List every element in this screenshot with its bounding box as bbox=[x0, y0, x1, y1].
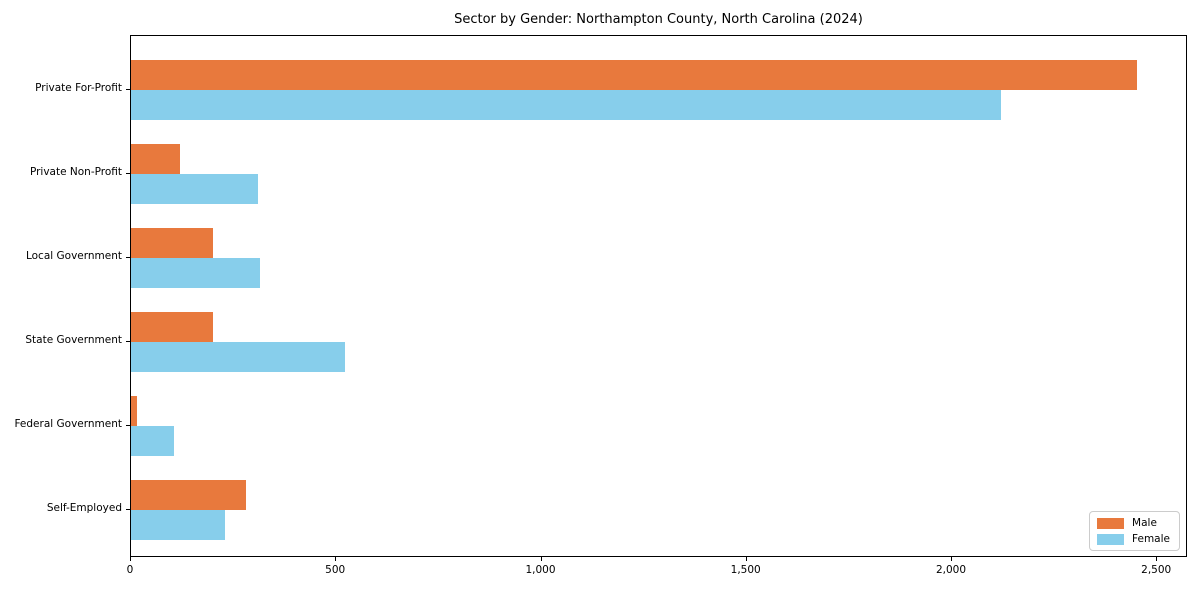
legend-label-male: Male bbox=[1132, 517, 1157, 529]
plot-area: Male Female bbox=[130, 35, 1187, 557]
x-tick-label-4: 2,000 bbox=[935, 564, 967, 576]
legend: Male Female bbox=[1089, 511, 1180, 551]
y-tick bbox=[126, 340, 130, 342]
legend-swatch-female bbox=[1097, 533, 1125, 545]
legend-swatch-male bbox=[1097, 517, 1125, 529]
category-label-2: Local Government bbox=[25, 249, 122, 262]
y-tick bbox=[126, 508, 130, 510]
x-tick bbox=[745, 557, 747, 561]
chart-title: Sector by Gender: Northampton County, No… bbox=[454, 12, 863, 27]
bar-male-0 bbox=[131, 59, 1137, 90]
bar-female-0 bbox=[131, 89, 1002, 120]
bar-male-5 bbox=[131, 479, 246, 510]
category-label-4: Federal Government bbox=[14, 417, 122, 430]
y-tick bbox=[126, 172, 130, 174]
x-tick bbox=[130, 557, 131, 561]
legend-label-female: Female bbox=[1132, 533, 1170, 545]
x-tick-label-5: 2,500 bbox=[1141, 564, 1172, 576]
category-label-5: Self-Employed bbox=[46, 501, 122, 514]
x-tick bbox=[951, 557, 952, 561]
legend-entry-female: Female bbox=[1097, 533, 1170, 545]
category-label-0: Private For-Profit bbox=[35, 81, 122, 94]
x-tick bbox=[540, 557, 542, 561]
x-tick-label-2: 1,000 bbox=[525, 564, 556, 576]
bar-female-5 bbox=[131, 509, 226, 540]
y-tick bbox=[126, 88, 130, 90]
bar-female-4 bbox=[131, 425, 175, 456]
bar-male-4 bbox=[131, 395, 138, 426]
x-tick-label-1: 500 bbox=[325, 564, 346, 576]
bar-male-2 bbox=[131, 227, 214, 258]
y-tick bbox=[126, 424, 130, 426]
x-tick bbox=[335, 557, 337, 561]
bar-male-1 bbox=[131, 143, 181, 174]
bar-female-2 bbox=[131, 257, 261, 288]
y-tick bbox=[126, 256, 130, 258]
legend-entry-male: Male bbox=[1097, 517, 1170, 529]
bar-female-1 bbox=[131, 173, 259, 204]
bar-male-3 bbox=[131, 311, 214, 342]
bar-female-3 bbox=[131, 341, 345, 372]
category-label-1: Private Non-Profit bbox=[29, 165, 122, 178]
x-tick-label-3: 1,500 bbox=[730, 564, 761, 576]
x-tick-label-0: 0 bbox=[126, 564, 134, 576]
x-tick bbox=[1156, 557, 1158, 561]
category-label-3: State Government bbox=[25, 333, 122, 346]
